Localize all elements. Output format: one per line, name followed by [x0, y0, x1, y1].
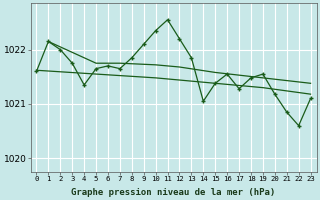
X-axis label: Graphe pression niveau de la mer (hPa): Graphe pression niveau de la mer (hPa) — [71, 188, 276, 197]
